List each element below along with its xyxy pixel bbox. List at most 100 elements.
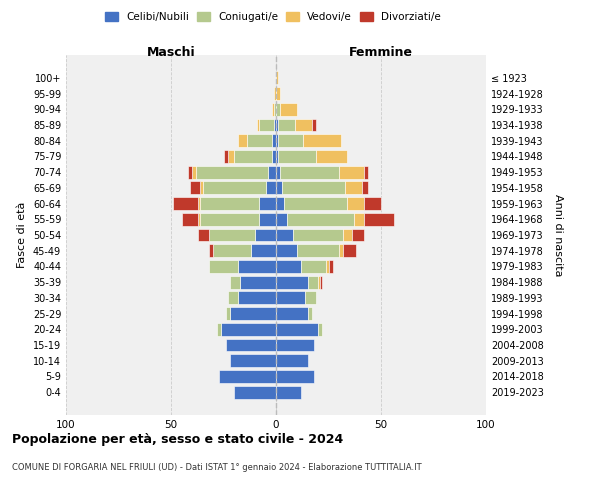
Bar xyxy=(280,103,297,116)
Bar xyxy=(203,182,265,194)
Bar xyxy=(339,166,364,178)
Bar xyxy=(301,260,326,273)
Bar xyxy=(274,118,276,132)
Bar xyxy=(251,244,276,257)
Bar xyxy=(182,213,198,226)
Y-axis label: Fasce di età: Fasce di età xyxy=(17,202,27,268)
Bar xyxy=(228,292,238,304)
Bar xyxy=(198,197,200,210)
Bar xyxy=(278,150,316,163)
Bar xyxy=(320,276,322,288)
Bar xyxy=(276,87,280,100)
Bar xyxy=(276,370,314,383)
Bar xyxy=(213,244,251,257)
Bar xyxy=(230,307,276,320)
Bar xyxy=(276,166,280,178)
Bar xyxy=(274,103,276,116)
Text: Popolazione per età, sesso e stato civile - 2024: Popolazione per età, sesso e stato civil… xyxy=(12,432,343,446)
Bar xyxy=(268,166,276,178)
Bar xyxy=(280,166,339,178)
Bar xyxy=(173,197,198,210)
Bar xyxy=(316,150,347,163)
Bar xyxy=(278,134,304,147)
Bar xyxy=(276,323,318,336)
Bar xyxy=(238,260,276,273)
Bar xyxy=(278,118,295,132)
Bar xyxy=(272,134,276,147)
Bar xyxy=(190,182,200,194)
Bar xyxy=(318,323,322,336)
Bar xyxy=(234,150,272,163)
Bar xyxy=(257,118,259,132)
Bar xyxy=(276,134,278,147)
Y-axis label: Anni di nascita: Anni di nascita xyxy=(553,194,563,276)
Bar xyxy=(234,386,276,398)
Bar xyxy=(276,103,280,116)
Bar xyxy=(276,338,314,351)
Bar xyxy=(217,323,221,336)
Bar xyxy=(200,197,259,210)
Bar xyxy=(276,244,297,257)
Bar xyxy=(362,182,368,194)
Bar xyxy=(220,370,276,383)
Bar xyxy=(276,260,301,273)
Bar xyxy=(259,213,276,226)
Legend: Celibi/Nubili, Coniugati/e, Vedovi/e, Divorziati/e: Celibi/Nubili, Coniugati/e, Vedovi/e, Di… xyxy=(101,8,445,26)
Bar xyxy=(305,292,316,304)
Bar xyxy=(230,354,276,367)
Bar xyxy=(272,103,274,116)
Bar xyxy=(192,166,196,178)
Bar xyxy=(276,354,308,367)
Bar xyxy=(329,260,332,273)
Bar xyxy=(312,118,316,132)
Bar xyxy=(276,307,308,320)
Bar xyxy=(200,213,259,226)
Bar xyxy=(198,213,200,226)
Bar xyxy=(276,197,284,210)
Bar xyxy=(276,118,278,132)
Bar xyxy=(272,150,276,163)
Bar xyxy=(346,182,362,194)
Text: Femmine: Femmine xyxy=(349,46,413,59)
Bar xyxy=(364,197,381,210)
Bar xyxy=(343,228,352,241)
Bar xyxy=(354,213,364,226)
Bar xyxy=(238,292,276,304)
Bar xyxy=(221,323,276,336)
Bar xyxy=(196,166,268,178)
Bar xyxy=(200,182,203,194)
Bar xyxy=(259,197,276,210)
Bar xyxy=(226,338,276,351)
Bar xyxy=(284,197,347,210)
Bar xyxy=(326,260,329,273)
Bar xyxy=(209,244,213,257)
Bar xyxy=(318,276,320,288)
Bar xyxy=(198,228,209,241)
Bar xyxy=(347,197,364,210)
Bar xyxy=(364,166,368,178)
Text: COMUNE DI FORGARIA NEL FRIULI (UD) - Dati ISTAT 1° gennaio 2024 - Elaborazione T: COMUNE DI FORGARIA NEL FRIULI (UD) - Dat… xyxy=(12,462,422,471)
Bar xyxy=(364,213,394,226)
Bar xyxy=(228,150,234,163)
Bar xyxy=(224,150,228,163)
Bar xyxy=(276,72,278,85)
Bar xyxy=(276,182,283,194)
Bar xyxy=(276,213,287,226)
Bar xyxy=(343,244,356,257)
Bar xyxy=(295,118,312,132)
Bar xyxy=(188,166,192,178)
Bar xyxy=(352,228,364,241)
Bar xyxy=(209,260,238,273)
Bar xyxy=(238,134,247,147)
Bar xyxy=(308,276,318,288)
Bar xyxy=(247,134,272,147)
Bar xyxy=(276,292,305,304)
Bar xyxy=(276,276,308,288)
Bar xyxy=(297,244,339,257)
Bar xyxy=(339,244,343,257)
Bar xyxy=(265,182,276,194)
Bar xyxy=(308,307,312,320)
Bar xyxy=(293,228,343,241)
Bar xyxy=(226,307,230,320)
Bar xyxy=(283,182,346,194)
